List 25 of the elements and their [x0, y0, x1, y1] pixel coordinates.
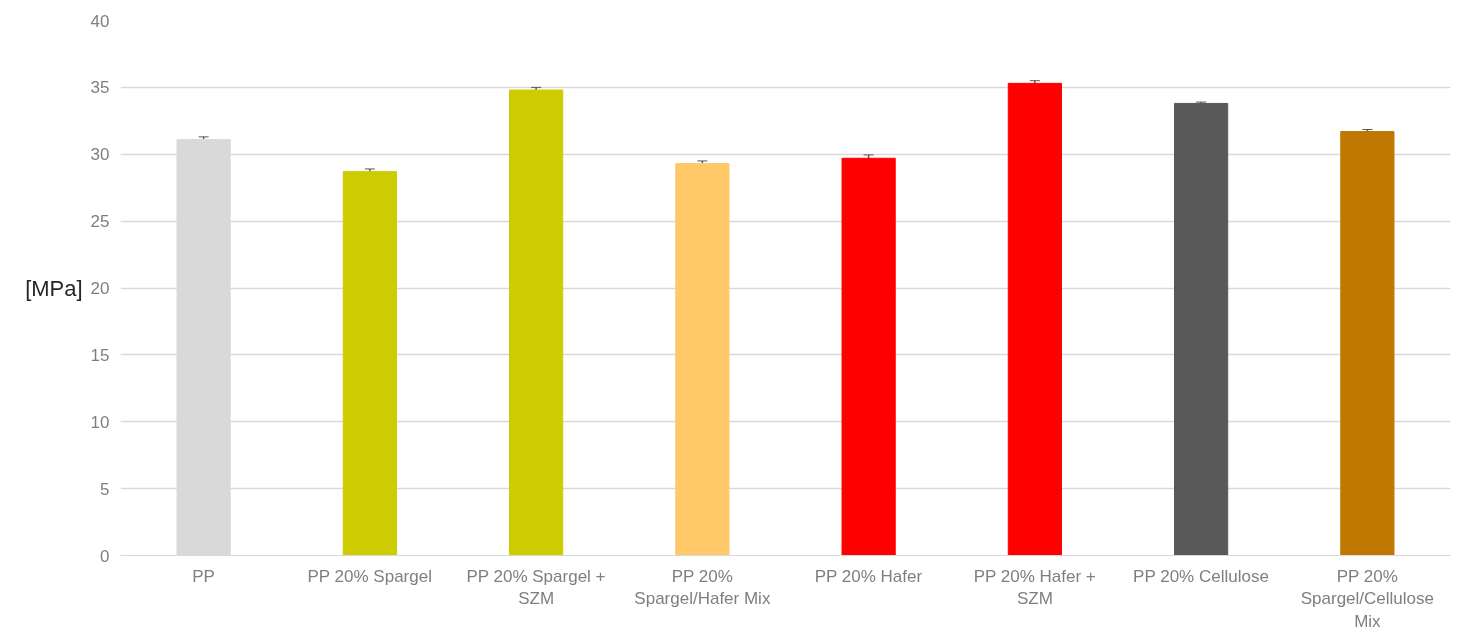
bar: [509, 89, 564, 556]
bar: [1174, 102, 1229, 556]
x-tick-label: PP: [192, 566, 215, 586]
x-tick-label: PP 20% Cellulose: [1133, 566, 1269, 586]
x-tick-label: PP 20% Spargel/Hafer Mix: [634, 566, 771, 609]
y-tick-label: 5: [100, 479, 110, 499]
y-tick-label: 10: [90, 412, 110, 432]
y-tick-label: 15: [90, 345, 110, 365]
y-axis-title: [MPa]: [25, 275, 83, 301]
x-tick-label: PP 20% Hafer + SZM: [973, 566, 1096, 609]
bar: [342, 171, 397, 556]
bar: [1007, 82, 1062, 556]
bar: [675, 163, 730, 556]
x-tick-label: PP 20% Spargel: [307, 566, 432, 586]
bar: [1340, 131, 1395, 556]
y-tick-label: 0: [100, 546, 110, 566]
y-tick-label: 40: [90, 11, 110, 31]
x-tick-label: PP 20% Spargel/Cellulose Mix: [1300, 566, 1434, 632]
bar: [841, 157, 896, 556]
y-tick-label: 20: [90, 279, 110, 298]
y-tick-label: 30: [90, 145, 110, 165]
y-tick-label: 35: [90, 78, 110, 98]
x-tick-label: PP 20% Spargel + SZM: [466, 566, 606, 609]
y-tick-label: 25: [90, 212, 110, 232]
x-tick-label: PP 20% Hafer: [814, 566, 923, 586]
